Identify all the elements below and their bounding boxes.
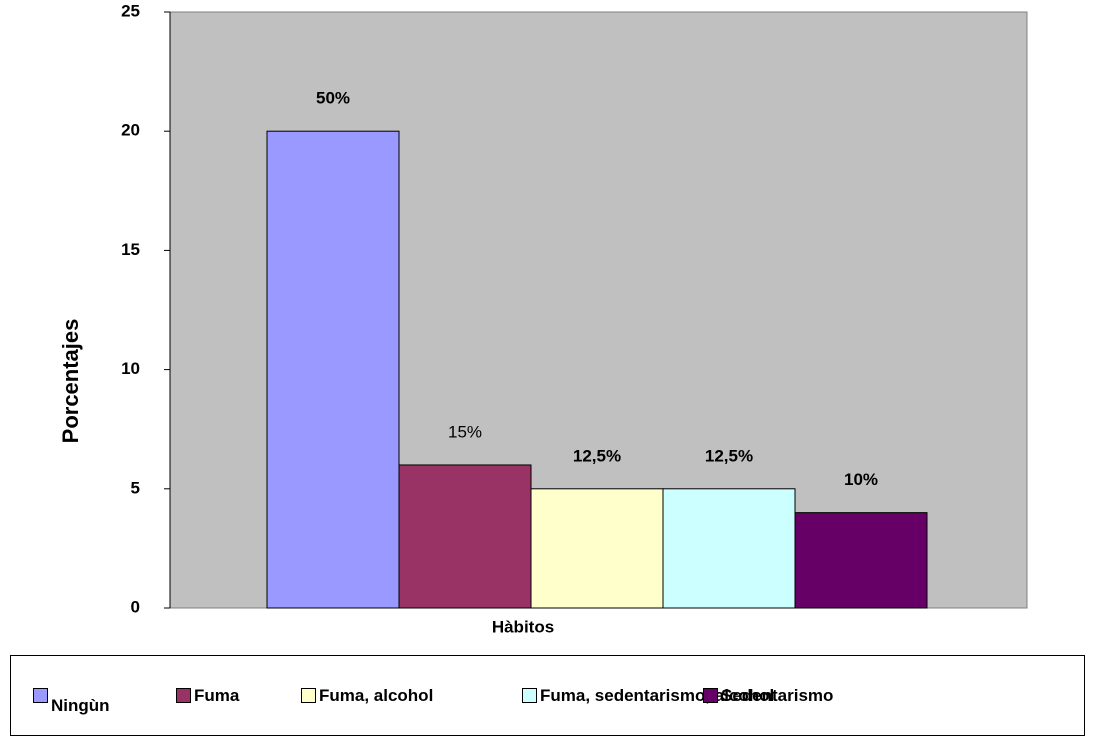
legend-label: Sedentarismo (721, 686, 834, 705)
y-tick-label: 5 (131, 478, 140, 497)
bar (794, 512, 928, 609)
y-axis-label: Porcentajes (58, 319, 83, 444)
legend-item: Ningùn (33, 686, 110, 716)
legend: Ningùn Fuma Fuma, alcohol Fuma, sedentarism… (10, 655, 1085, 736)
y-tick-label: 25 (121, 1, 140, 20)
annotation: 50% (316, 89, 350, 108)
y-tick-label: 20 (121, 121, 140, 140)
bar (530, 488, 664, 609)
legend-swatch (522, 688, 537, 703)
y-tick-label: 15 (121, 240, 140, 259)
annotation: 10% (844, 470, 878, 489)
legend-label: Fuma (194, 686, 240, 705)
y-tick-label: 10 (121, 359, 140, 378)
annotation: 12,5% (573, 446, 621, 465)
bar (266, 130, 400, 609)
legend-label: Fuma, alcohol (319, 686, 434, 705)
legend-swatch (301, 688, 316, 703)
y-tick-label: 0 (131, 597, 140, 616)
bar (662, 488, 796, 609)
legend-item: Fuma, alcohol (301, 686, 433, 706)
chart: Hàbitos Porcentajes 0 5 10 15 20 25 50% 15% 12,5… (58, 1, 1028, 636)
legend-swatch (33, 688, 48, 703)
x-axis-label: Hàbitos (492, 617, 554, 636)
legend-swatch (176, 688, 191, 703)
legend-label: Ningùn (51, 696, 110, 715)
annotation: 15% (448, 422, 482, 441)
bar (398, 464, 532, 609)
annotation: 12,5% (705, 446, 753, 465)
legend-swatch (703, 688, 718, 703)
legend-item: Fuma (176, 686, 239, 706)
legend-item: Sedentarismo (703, 686, 833, 706)
